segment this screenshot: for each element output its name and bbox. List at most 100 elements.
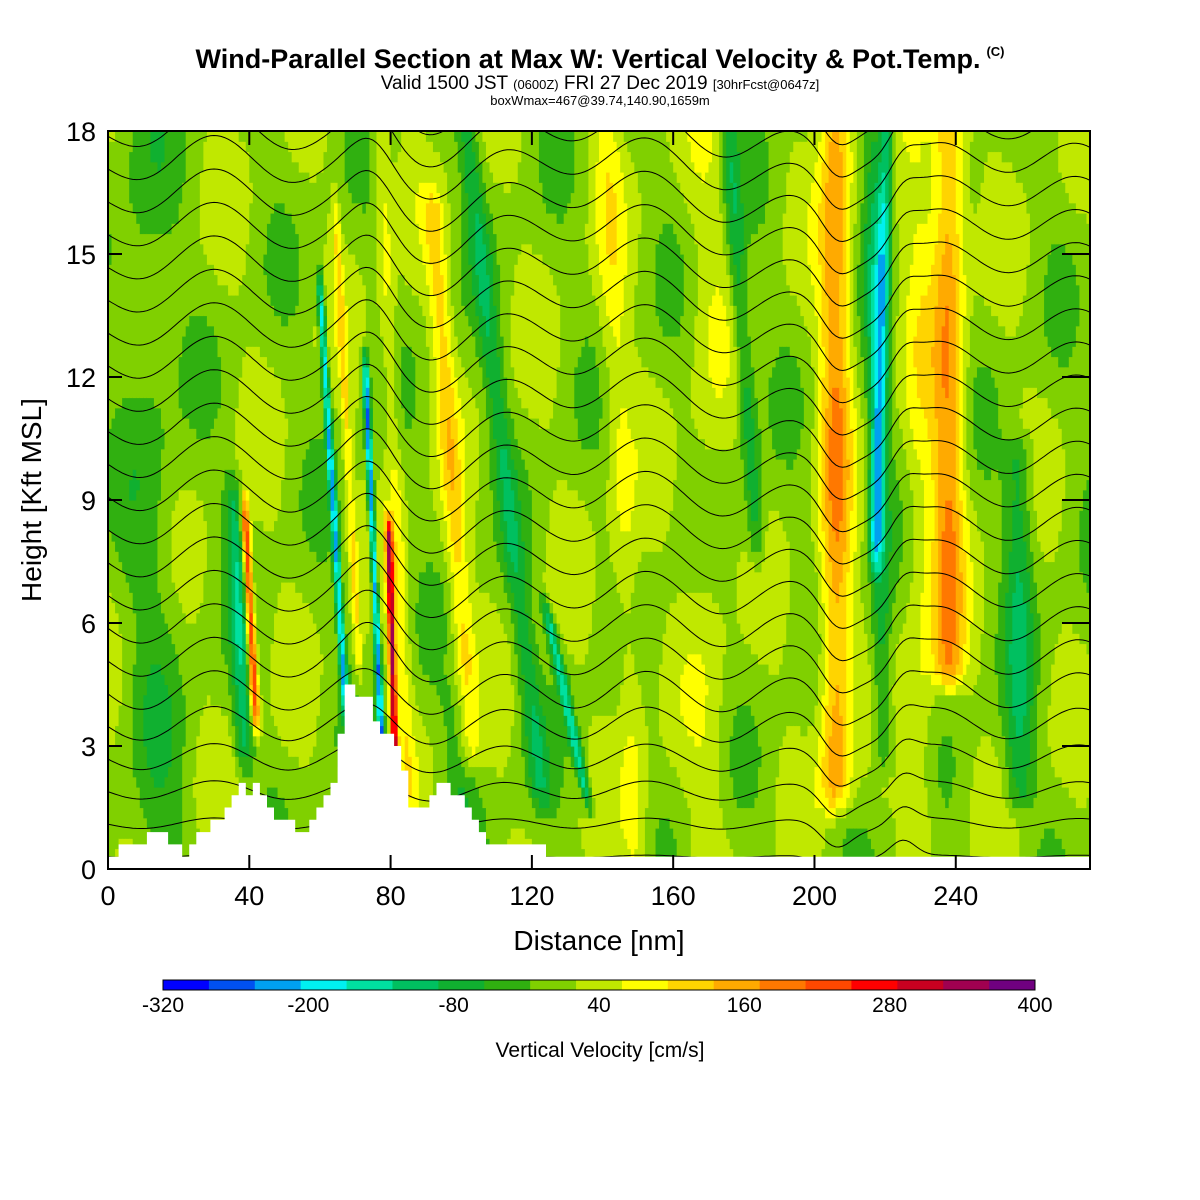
- field-cell: [436, 131, 441, 153]
- field-cell: [934, 674, 939, 686]
- field-cell: [489, 172, 494, 214]
- field-cell: [146, 131, 151, 235]
- field-cell: [1082, 643, 1088, 809]
- colorbar-frame: [162, 979, 1036, 991]
- field-cell: [432, 131, 438, 153]
- field-cell: [394, 643, 399, 675]
- field-cell: [810, 182, 816, 286]
- field-cell: [549, 500, 554, 604]
- field-cell: [874, 684, 879, 869]
- field-cell: [256, 674, 261, 686]
- field-cell: [613, 715, 618, 869]
- field-cell: [588, 787, 593, 819]
- field-cell: [443, 131, 448, 173]
- field-cell: [807, 131, 812, 204]
- field-cell: [206, 694, 212, 860]
- field-cell: [863, 397, 869, 634]
- field-cell: [221, 653, 226, 716]
- field-cell: [323, 561, 328, 819]
- field-cell: [637, 192, 642, 235]
- field-cell: [277, 510, 282, 593]
- field-cell: [153, 233, 159, 409]
- field-cell: [613, 336, 618, 573]
- field-cell: [637, 233, 642, 358]
- field-cell: [757, 551, 763, 573]
- field-cell: [468, 776, 473, 809]
- field-cell: [588, 520, 593, 634]
- copyright-mark: (C): [986, 44, 1005, 59]
- field-cell: [613, 571, 618, 716]
- field-cell: [443, 172, 448, 255]
- field-cell: [235, 295, 240, 409]
- colorbar-swatch: [621, 980, 669, 990]
- field-cell: [242, 571, 247, 583]
- field-cell: [765, 141, 770, 204]
- field-cell: [807, 202, 812, 265]
- field-cell: [694, 653, 699, 747]
- field-cell: [468, 131, 473, 265]
- field-cell: [238, 766, 243, 788]
- field-cell: [249, 664, 254, 686]
- field-cell: [440, 541, 445, 583]
- field-cell: [475, 141, 480, 173]
- field-cell: [327, 346, 332, 368]
- field-cell: [1061, 500, 1066, 624]
- field-cell: [931, 541, 936, 655]
- field-cell: [1051, 561, 1056, 665]
- field-cell: [182, 336, 187, 419]
- field-cell: [549, 817, 554, 869]
- field-cell: [319, 264, 325, 276]
- field-cell: [482, 592, 487, 768]
- field-cell: [1086, 797, 1090, 869]
- field-cell: [245, 756, 250, 778]
- field-cell: [920, 407, 925, 481]
- field-cell: [1008, 817, 1013, 869]
- field-cell: [372, 131, 378, 481]
- field-cell: [146, 397, 151, 675]
- field-cell: [425, 131, 431, 142]
- field-cell: [786, 131, 791, 173]
- field-cell: [362, 643, 367, 706]
- field-cell: [160, 674, 166, 788]
- field-cell: [379, 623, 385, 645]
- field-cell: [1068, 202, 1073, 255]
- field-cell: [613, 264, 618, 337]
- field-cell: [733, 264, 738, 306]
- field-cell: [387, 612, 392, 624]
- field-cell: [779, 459, 784, 522]
- field-cell: [867, 418, 872, 470]
- field-cell: [139, 807, 144, 869]
- field-cell: [553, 131, 558, 214]
- field-cell: [560, 664, 565, 675]
- field-cell: [496, 264, 501, 358]
- field-cell: [719, 705, 724, 809]
- field-cell: [415, 756, 420, 819]
- field-cell: [644, 807, 650, 869]
- field-cell: [489, 131, 494, 173]
- field-cell: [228, 489, 233, 645]
- field-cell: [945, 305, 950, 399]
- field-cell: [1022, 192, 1028, 296]
- field-cell: [606, 715, 611, 869]
- field-cell: [546, 602, 551, 614]
- field-cell: [319, 674, 325, 819]
- field-cell: [500, 623, 505, 778]
- field-cell: [341, 653, 346, 686]
- box-info: boxWmax=467@39.74,140.90,1659m: [490, 93, 710, 108]
- field-cell: [390, 520, 395, 532]
- field-cell: [807, 725, 812, 869]
- field-cell: [1072, 202, 1077, 265]
- field-cell: [570, 489, 575, 655]
- field-cell: [704, 131, 710, 173]
- field-cell: [991, 151, 996, 317]
- field-cell: [274, 377, 279, 522]
- field-cell: [252, 746, 257, 757]
- field-cell: [641, 551, 646, 706]
- field-cell: [726, 325, 731, 378]
- field-cell: [948, 674, 953, 686]
- field-cell: [818, 264, 823, 552]
- field-cell: [807, 264, 812, 337]
- field-cell: [782, 131, 787, 214]
- field-cell: [1065, 131, 1070, 194]
- field-cell: [683, 131, 688, 204]
